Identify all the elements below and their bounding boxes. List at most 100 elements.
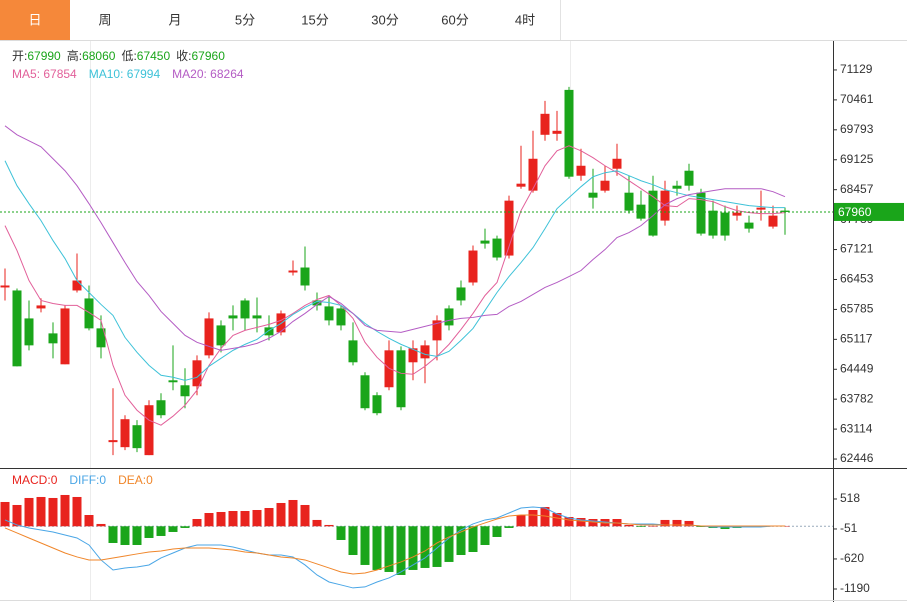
legend-name: MA10 — [89, 67, 121, 81]
tab-background[interactable] — [490, 0, 560, 40]
y-tick-label: 71129 — [840, 62, 873, 76]
tab-label[interactable]: 日 — [28, 12, 41, 27]
candle-body — [24, 318, 34, 346]
macd-bar — [276, 502, 286, 527]
y-tick-label: 70461 — [840, 92, 874, 106]
macd-bar — [228, 510, 238, 527]
y-tick-label: 66453 — [840, 272, 874, 286]
y-tick-label: -620 — [840, 551, 864, 565]
legend-value: 0 — [146, 473, 153, 487]
candle-body — [540, 113, 550, 135]
macd-bar — [132, 526, 142, 545]
candle-body — [72, 280, 82, 291]
candle-body — [564, 89, 574, 177]
candle-body — [768, 215, 778, 227]
candle-body — [348, 340, 358, 363]
candle-body — [708, 210, 718, 236]
macd-bar — [372, 526, 382, 570]
tab-label[interactable]: 15分 — [301, 12, 328, 27]
macd-bar — [240, 510, 250, 527]
macd-bar — [516, 515, 526, 527]
y-tick-label: 518 — [840, 491, 860, 505]
tab-background[interactable] — [0, 0, 70, 40]
tab[interactable]: 周 — [70, 0, 141, 40]
macd-bar — [672, 519, 682, 527]
macd-bar — [720, 526, 730, 529]
candle-body — [480, 240, 490, 244]
y-tick-label: 63782 — [840, 391, 874, 405]
ma-legend: MA5: 67854 MA10: 67994 MA20: 68264 — [12, 67, 244, 81]
macd-bar — [216, 511, 226, 527]
candle-body — [432, 320, 442, 341]
ohlc-label: 开: — [12, 49, 27, 63]
legend-separator: : — [37, 67, 44, 81]
y-tick-label: 69793 — [840, 122, 874, 136]
candle-body — [192, 360, 202, 387]
tab-label[interactable]: 5分 — [235, 12, 255, 27]
macd-bar — [456, 526, 466, 555]
tab-bar: 日 周 月 5分 15分 30分 60分 4时 — [0, 0, 561, 40]
candle-body — [12, 290, 22, 367]
macd-bar — [696, 526, 706, 527]
tab[interactable]: 4时 — [490, 0, 561, 40]
macd-bar — [444, 526, 454, 562]
tab-label[interactable]: 60分 — [441, 12, 468, 27]
macd-bar — [108, 526, 118, 543]
y-tick-label: -1190 — [840, 581, 870, 595]
candle-body — [588, 192, 598, 198]
tab-background[interactable] — [70, 0, 140, 40]
tab[interactable]: 30分 — [350, 0, 421, 40]
macd-bar — [300, 504, 310, 527]
macd-bar — [252, 509, 262, 527]
candle-body — [360, 375, 370, 409]
tab-background[interactable] — [350, 0, 420, 40]
tab[interactable]: 60分 — [420, 0, 491, 40]
macd-bar — [360, 526, 370, 565]
macd-bar — [336, 526, 346, 540]
macd-bar — [204, 512, 214, 527]
y-tick-label: 62446 — [840, 451, 874, 465]
candle-body — [228, 315, 238, 319]
candle-body — [312, 300, 322, 306]
tab[interactable]: 日 — [0, 0, 71, 40]
legend-name: MA5 — [12, 67, 37, 81]
tab[interactable]: 月 — [140, 0, 211, 40]
tab-background[interactable] — [210, 0, 280, 40]
macd-bar — [144, 526, 154, 538]
macd-bar — [396, 526, 406, 575]
macd-line — [4, 514, 785, 575]
tab[interactable]: 15分 — [280, 0, 351, 40]
candle-body — [732, 212, 742, 216]
tab-label[interactable]: 30分 — [371, 12, 398, 27]
candle-body — [612, 158, 622, 169]
candle-body — [468, 250, 478, 283]
macd-bar — [420, 526, 430, 568]
macd-bar — [12, 504, 22, 527]
y-tick-label: 67121 — [840, 242, 874, 256]
tab-background[interactable] — [280, 0, 350, 40]
ohlc-legend: 开:67990 高:68060 低:67450 收:67960 — [12, 48, 225, 63]
tab-label[interactable]: 周 — [98, 12, 111, 27]
candle-body — [516, 183, 526, 187]
tab-label[interactable]: 4时 — [515, 12, 535, 27]
legend-value: 68264 — [210, 67, 244, 81]
candle-body — [552, 130, 562, 134]
tab-label[interactable]: 月 — [168, 12, 181, 27]
tab-background[interactable] — [420, 0, 490, 40]
candle-body — [624, 192, 634, 211]
candle-body — [84, 298, 94, 329]
macd-bar — [564, 517, 574, 527]
legend-name: DEA — [118, 473, 143, 487]
tab[interactable]: 5分 — [210, 0, 281, 40]
y-tick-label: 64449 — [840, 361, 874, 375]
legend-value: 0 — [51, 473, 58, 487]
candle-body — [168, 380, 178, 383]
price-tag — [834, 202, 904, 221]
legend-separator: : — [204, 67, 211, 81]
candle-body — [324, 306, 334, 321]
candle-body — [528, 158, 538, 191]
candle-body — [132, 425, 142, 449]
tab-background[interactable] — [140, 0, 210, 40]
macd-bar — [72, 496, 82, 527]
